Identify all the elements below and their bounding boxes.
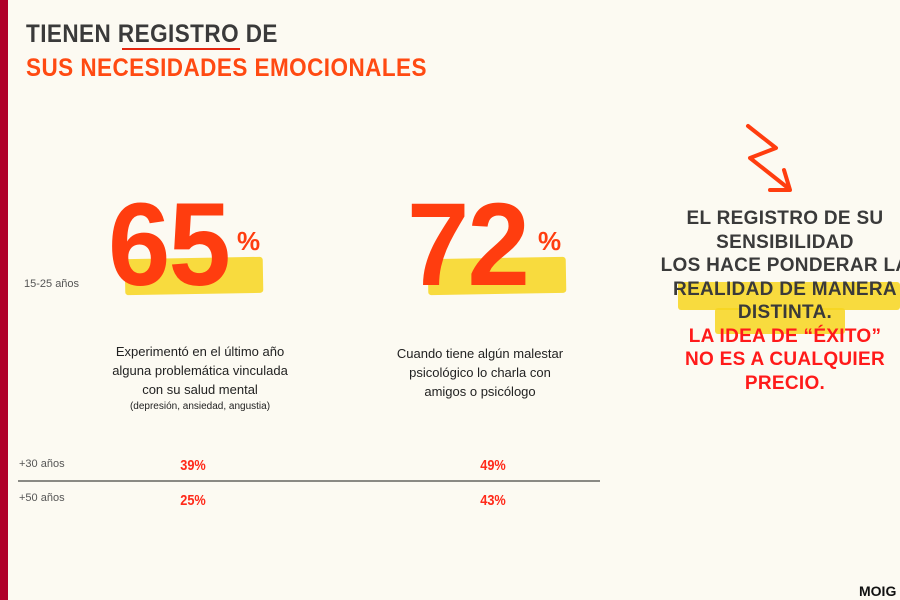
desc-note: (depresión, ansiedad, angustia) bbox=[129, 401, 271, 412]
desc-line: amigos o psicólogo bbox=[424, 384, 536, 399]
stat-description-2: Cuando tiene algún malestar psicológico … bbox=[340, 344, 620, 401]
callout-line: LOS HACE PONDERAR LA bbox=[660, 255, 900, 276]
stat-value-2: 72 bbox=[407, 179, 530, 311]
highlight-stroke bbox=[715, 308, 845, 334]
callout-line-red: PRECIO. bbox=[744, 372, 826, 394]
title-underline bbox=[122, 48, 240, 50]
age-label-15-25: 15-25 años bbox=[24, 278, 80, 290]
desc-line: psicológico lo charla con bbox=[409, 365, 551, 380]
brand-logo: MOIG bbox=[859, 583, 897, 599]
title-line-1: TIENEN REGISTRO DE bbox=[26, 20, 278, 48]
zigzag-arrow-icon bbox=[746, 124, 792, 192]
callout-line: REALIDAD DE MANERA bbox=[673, 278, 897, 300]
stat-2-plus30: 49% bbox=[480, 457, 506, 474]
callout-text: EL REGISTRO DE SU SENSIBILIDAD LOS HACE … bbox=[655, 207, 900, 395]
stat-description-1: Experimentó en el último año alguna prob… bbox=[60, 342, 340, 415]
desc-line: con su salud mental bbox=[142, 382, 258, 397]
stat-2-plus50: 43% bbox=[480, 492, 506, 509]
desc-line: Cuando tiene algún malestar bbox=[396, 346, 564, 361]
desc-line: Experimentó en el último año bbox=[115, 344, 285, 359]
callout-line-red: LA IDEA DE “ÉXITO” bbox=[688, 325, 882, 347]
desc-line: alguna problemática vinculada bbox=[112, 363, 288, 378]
callout-line: SENSIBILIDAD bbox=[716, 231, 854, 253]
stat-unit-2: % bbox=[538, 226, 562, 256]
stat-1-plus50: 25% bbox=[180, 492, 206, 509]
highlight-stroke bbox=[678, 282, 900, 310]
stat-1-plus30: 39% bbox=[180, 457, 206, 474]
title-line-2: SUS NECESIDADES EMOCIONALES bbox=[26, 54, 427, 82]
callout-line: EL REGISTRO DE SU bbox=[686, 208, 884, 229]
stat-value-1: 65 bbox=[108, 179, 231, 311]
stat-unit-1: % bbox=[237, 226, 261, 256]
callout-line-red: NO ES A CUALQUIER bbox=[684, 349, 886, 370]
left-accent-bar bbox=[0, 0, 8, 600]
row-divider bbox=[18, 480, 600, 482]
callout-line: DISTINTA. bbox=[737, 302, 833, 323]
age-label-30: +30 años bbox=[19, 458, 65, 470]
age-label-50: +50 años bbox=[19, 492, 65, 504]
